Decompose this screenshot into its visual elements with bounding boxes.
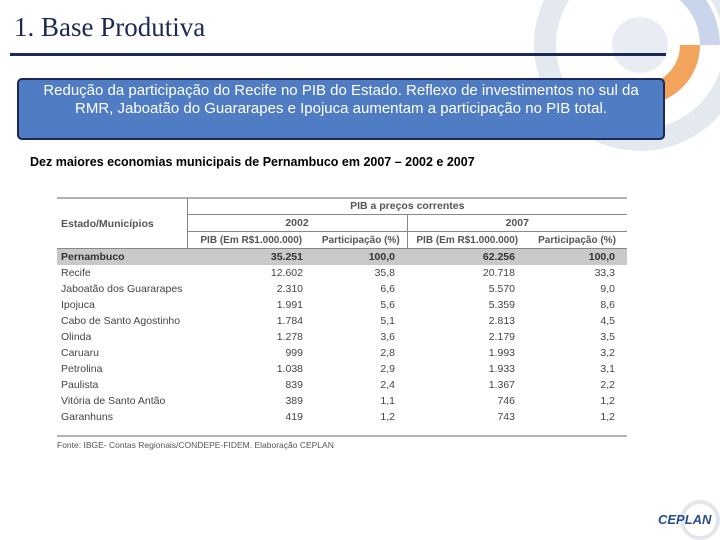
first-header: Estado/Municípios — [57, 198, 187, 249]
cell: 1.367 — [488, 379, 515, 391]
row-label: Petrolina — [61, 363, 103, 375]
cell: 2.310 — [276, 283, 303, 295]
cell: 62.256 — [407, 248, 527, 265]
cell: 5,6 — [380, 299, 395, 311]
cell: 8,6 — [600, 299, 616, 311]
logo-ring — [680, 500, 720, 540]
row-label: Garanhuns — [61, 411, 113, 423]
table-row: Jaboatão dos Guararapes 2.310 6,6 5.570 9,0 — [57, 281, 627, 297]
header-row: Estado/Municípios PIB a preços correntes — [57, 198, 628, 249]
year-header: 2007 — [406, 214, 628, 232]
deco-dot — [612, 17, 668, 73]
column-header: PIB (Em R$1.000.000) — [406, 231, 527, 249]
row-label: Olinda — [61, 331, 92, 343]
cell: 2.813 — [488, 315, 515, 327]
header-row: PIB (Em R$1.000.000) Participação (%) PIB … — [57, 231, 628, 249]
cell: 2.179 — [488, 331, 515, 343]
row-label: Paulista — [61, 379, 99, 391]
cell: 1.278 — [276, 331, 303, 343]
cell: 3,1 — [600, 363, 616, 375]
row-label: Cabo de Santo Agostinho — [61, 315, 181, 327]
callout: Redução da participação do Recife no PIB… — [17, 78, 665, 140]
row-label: Recife — [61, 267, 91, 279]
cell: 3,5 — [600, 331, 616, 343]
cell: 1,2 — [600, 411, 616, 423]
year-header: 2002 — [186, 214, 407, 232]
cell: 2,2 — [600, 379, 616, 391]
row-label: Caruaru — [61, 347, 99, 359]
cell: 35.251 — [187, 248, 315, 265]
column-header: PIB (Em R$1.000.000) — [186, 231, 315, 249]
cell: 2,4 — [380, 379, 395, 391]
cell: 839 — [285, 379, 303, 391]
logo: CEPLAN — [658, 512, 712, 527]
cell: 1.784 — [276, 315, 303, 327]
table-row: Pernambuco 35.251 100,0 62.256 100,0 — [57, 248, 628, 265]
table-row: Caruaru 999 2,8 1.993 3,2 — [57, 345, 627, 361]
column-header: Participação (%) — [527, 231, 628, 249]
cell: 1.933 — [488, 363, 515, 375]
cell: 1,2 — [600, 395, 616, 407]
header-row: 2002 2007 — [57, 214, 628, 232]
cell: 999 — [285, 347, 303, 359]
deco-arc — [679, 0, 720, 45]
cell: 419 — [285, 411, 303, 423]
cell: 4,5 — [600, 315, 616, 327]
column-header: Participação (%) — [315, 231, 407, 249]
table-row: Vitória de Santo Antão 389 1,1 746 1,2 — [57, 393, 627, 409]
cell: 6,6 — [380, 283, 395, 295]
title-rule — [10, 53, 666, 56]
table-row: Ipojuca 1.991 5,6 5.359 8,6 — [57, 297, 627, 313]
table-row: Paulista 839 2,4 1.367 2,2 — [57, 377, 627, 393]
subtitle: Dez maiores economias municipais de Pern… — [30, 155, 475, 169]
cell: 1.991 — [276, 299, 303, 311]
table-row: Recife 12.602 35,8 20.718 33,3 — [57, 265, 627, 281]
source: Fonte: IBGE- Contas Regionais/CONDEPE-FI… — [57, 440, 334, 450]
table-row: Petrolina 1.038 2,9 1.933 3,1 — [57, 361, 627, 377]
cell: 100,0 — [315, 248, 407, 265]
cell: 12.602 — [270, 267, 303, 279]
cell: 5.359 — [488, 299, 515, 311]
cell: 35,8 — [374, 267, 395, 279]
title: 1. Base Produtiva — [14, 12, 206, 42]
group-header: PIB a preços correntes — [186, 198, 628, 215]
cell: 33,3 — [594, 267, 616, 279]
cell: 9,0 — [600, 283, 616, 295]
cell: 20.718 — [482, 267, 515, 279]
cell: 2,8 — [380, 347, 395, 359]
cell: 746 — [497, 395, 515, 407]
table-row: Olinda 1.278 3,6 2.179 3,5 — [57, 329, 627, 345]
table-row: Garanhuns 419 1,2 743 1,2 — [57, 409, 627, 425]
cell: 3,6 — [380, 331, 395, 343]
cell: 5.570 — [488, 283, 515, 295]
cell: 743 — [497, 411, 515, 423]
cell: 1.038 — [276, 363, 303, 375]
cell: 1,1 — [380, 395, 395, 407]
row-label: Ipojuca — [61, 299, 95, 311]
cell: 1,2 — [380, 411, 395, 423]
deco-ring — [534, 0, 720, 151]
row-label: Jaboatão dos Guararapes — [61, 283, 183, 295]
table-row: Cabo de Santo Agostinho 1.784 5,1 2.813 4,5 — [57, 313, 627, 329]
cell: 2,9 — [380, 363, 395, 375]
cell: 100,0 — [527, 248, 628, 265]
cell: 1.993 — [488, 347, 515, 359]
row-label: Vitória de Santo Antão — [61, 395, 166, 407]
cell: 3,2 — [600, 347, 616, 359]
cell: 5,1 — [380, 315, 395, 327]
cell: 389 — [285, 395, 303, 407]
data-table: Estado/Municípios PIB a preços correntes 2… — [57, 198, 628, 425]
row-label: Pernambuco — [57, 248, 187, 265]
